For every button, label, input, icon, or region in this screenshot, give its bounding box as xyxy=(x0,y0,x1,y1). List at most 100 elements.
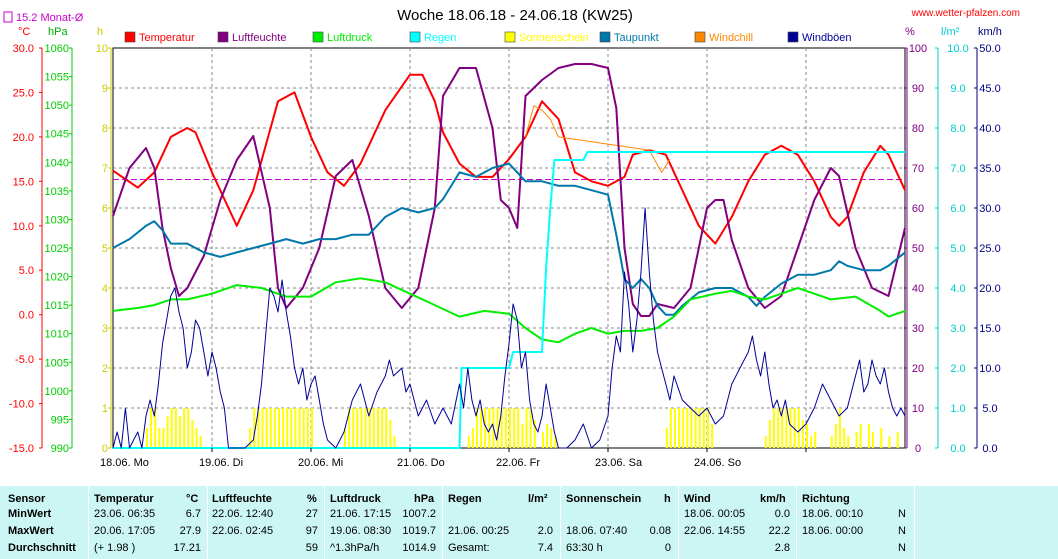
sunshine-bar xyxy=(806,424,808,448)
sunshine-bar xyxy=(855,432,858,448)
stats-cell-hum-value: 97 xyxy=(305,525,318,537)
temp-tick-label: -10.0 xyxy=(9,399,34,411)
sunshine-bar xyxy=(847,436,850,448)
sunshine-bar xyxy=(504,408,507,448)
header-direction: Richtung xyxy=(802,493,850,505)
sunshine-bar xyxy=(471,428,474,448)
stats-cell-wind-value: 22.2 xyxy=(768,525,790,537)
series-line-windböen xyxy=(112,207,906,449)
legend-swatch xyxy=(599,31,611,43)
sunshine-bar xyxy=(546,424,549,448)
sunshine-tick-label: 8 xyxy=(102,123,108,135)
header-rain: Regen xyxy=(448,493,482,505)
sunshine-bar xyxy=(356,408,359,448)
stats-cell-temp-time: (+ 1.98 ) xyxy=(94,542,136,554)
sunshine-bar xyxy=(372,408,375,448)
wind-tick-label: 40.0 xyxy=(979,123,1000,135)
stats-cell-press-time: ^1.3hPa/h xyxy=(330,542,380,554)
rain-tick-label: 2.0 xyxy=(950,363,965,375)
sunshine-bar xyxy=(195,428,198,448)
sunshine-bar xyxy=(867,424,870,448)
sunshine-bar xyxy=(269,408,272,448)
sunshine-bar xyxy=(170,408,173,448)
series-line-luftdruck xyxy=(112,277,906,344)
sunshine-bar xyxy=(517,408,520,448)
sunshine-tick-label: 9 xyxy=(102,83,108,95)
stats-cell-wind-value: 0.0 xyxy=(774,508,790,520)
pressure-tick-label: 1005 xyxy=(45,357,69,369)
sunshine-bar xyxy=(146,428,148,448)
chart-grid xyxy=(112,47,906,449)
sunshine-bar xyxy=(513,408,516,448)
legend-label: Luftfeuchte xyxy=(232,32,286,44)
sunshine-bar xyxy=(839,408,841,448)
pressure-tick-label: 1000 xyxy=(45,386,69,398)
stats-cell-dir-time: 18.06. 00:10 xyxy=(802,508,864,520)
temp-tick-label: 0.0 xyxy=(19,310,34,322)
pressure-tick-label: 1060 xyxy=(45,43,69,55)
header-sensor: Sensor xyxy=(8,493,46,505)
sunshine-tick-label: 6 xyxy=(102,203,108,215)
rain-tick-label: 10.0 xyxy=(947,43,968,55)
sunshine-bar xyxy=(278,408,280,448)
stats-cell-temp-time: 23.06. 06:35 xyxy=(94,508,156,520)
sunshine-bar xyxy=(393,436,396,448)
rain-tick-label: 4.0 xyxy=(950,283,965,295)
sunshine-bar xyxy=(529,408,532,448)
sunshine-bar xyxy=(389,420,392,448)
sunshine-bar xyxy=(352,408,355,448)
humidity-tick-label: 0 xyxy=(915,443,921,455)
sunshine-bar xyxy=(290,408,293,448)
sunshine-bar xyxy=(162,428,165,448)
stats-cell-wind-time: 18.06. 00:05 xyxy=(684,508,746,520)
x-tick-label: 23.06. Sa xyxy=(595,457,643,469)
stats-cell-dir-value: N xyxy=(898,525,906,537)
rain-tick-label: 9.0 xyxy=(950,83,965,95)
stats-cell-rain-time: 21.06. 00:25 xyxy=(448,525,510,537)
sunshine-bar xyxy=(306,408,309,448)
sunshine-bar xyxy=(789,408,792,448)
stats-cell-rain-value: 7.4 xyxy=(537,542,553,554)
sunshine-bar xyxy=(385,408,388,448)
sunshine-bar xyxy=(154,408,157,448)
stats-cell-rain-value: 2.0 xyxy=(537,525,553,537)
x-axis-labels: 18.06. Mo 19.06. Di 20.06. Mi 21.06. Do 22.0… xyxy=(100,448,807,469)
sunshine-tick-label: 0 xyxy=(102,443,108,455)
stats-cell-dir-time: 18.06. 00:00 xyxy=(802,525,864,537)
stats-cell-hum-value: 59 xyxy=(305,542,318,554)
rain-tick-label: 0.0 xyxy=(950,443,965,455)
sunshine-bar xyxy=(768,420,771,448)
sunshine-bar xyxy=(467,436,470,448)
sunshine-bar xyxy=(678,408,681,448)
rain-tick-label: 6.0 xyxy=(950,203,965,215)
sunshine-tick-label: 4 xyxy=(102,283,108,295)
stats-cell-label: MinWert xyxy=(8,508,52,520)
x-tick-label: 22.06. Fr xyxy=(496,457,540,469)
sunshine-bar xyxy=(773,408,775,448)
stats-cell-hum-time: 22.06. 02:45 xyxy=(212,525,274,537)
sunshine-bar xyxy=(521,424,524,448)
sunshine-bar xyxy=(896,432,899,448)
legend-swatch xyxy=(787,31,799,43)
temp-tick-label: 30.0 xyxy=(13,43,34,55)
sunshine-bar xyxy=(500,408,503,448)
sunshine-bar xyxy=(707,408,709,448)
sunshine-bar xyxy=(711,424,714,448)
stats-cell-temp-value: 6.7 xyxy=(185,508,201,520)
legend-swatch xyxy=(409,31,421,43)
sunshine-bar xyxy=(682,408,685,448)
legend-swatch xyxy=(504,31,516,43)
header-pressure-unit: hPa xyxy=(414,493,435,505)
sunshine-bar xyxy=(496,408,499,448)
sunshine-bars xyxy=(146,408,899,448)
x-tick-label: 19.06. Di xyxy=(199,457,243,469)
x-tick-label: 20.06. Mi xyxy=(298,457,343,469)
temp-tick-label: 5.0 xyxy=(19,265,34,277)
stats-cell-sun-value: 0 xyxy=(664,542,671,554)
wind-tick-label: 5.0 xyxy=(982,403,997,415)
statistics-table: Sensor Temperatur °C Luftfeuchte % Luftd… xyxy=(0,486,1058,559)
wind-tick-label: 25.0 xyxy=(979,243,1000,255)
wind-tick-label: 0.0 xyxy=(982,443,997,455)
sunshine-bar xyxy=(191,420,194,448)
header-rain-unit: l/m² xyxy=(528,493,548,505)
